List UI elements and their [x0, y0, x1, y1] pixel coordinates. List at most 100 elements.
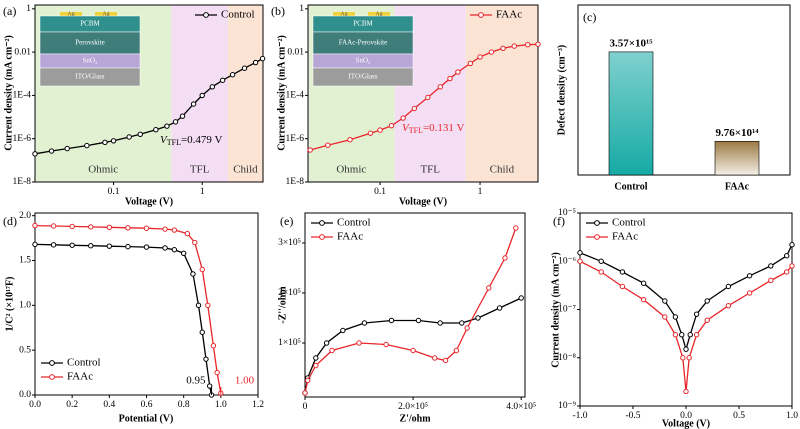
panel-label: (d)	[3, 214, 17, 228]
legend-label: FAAc	[496, 9, 522, 21]
marker	[190, 101, 197, 107]
marker	[672, 332, 679, 338]
inset-ag	[333, 12, 355, 16]
value-label: 3.57×10¹⁵	[609, 37, 653, 49]
panel-label: (f)	[553, 214, 565, 228]
x-tick-label: 1.0	[786, 411, 798, 421]
marker	[195, 302, 202, 309]
series-line	[304, 227, 517, 394]
marker	[259, 55, 266, 62]
marker	[388, 317, 395, 324]
marker	[725, 302, 732, 309]
inset-ag	[368, 12, 390, 16]
x-tick-label: 1	[478, 187, 483, 197]
marker	[32, 241, 38, 248]
y-tick-label: 3×10⁵	[278, 238, 301, 248]
series-line	[579, 260, 793, 392]
y-tick-label: 1	[299, 4, 304, 14]
marker	[704, 317, 710, 323]
marker	[693, 311, 700, 317]
marker	[475, 315, 481, 321]
inset-layer-label: Perovskite	[75, 39, 105, 47]
plot-frame	[304, 212, 526, 398]
region	[227, 5, 263, 182]
region-label: Child	[233, 164, 258, 176]
marker	[455, 69, 461, 75]
marker	[210, 342, 217, 349]
marker	[110, 138, 117, 144]
marker	[442, 357, 449, 364]
inset-layer	[312, 67, 414, 87]
region	[171, 5, 228, 182]
x-axis-title: Potential (V)	[119, 413, 174, 424]
series-line	[34, 243, 213, 396]
marker	[203, 356, 209, 362]
y-axis-title: Current density (mA cm⁻²)	[276, 35, 287, 151]
x-tick-label: FAAc	[725, 181, 750, 192]
x-tick-label: -0.5	[625, 411, 640, 421]
inset-layer-label: PCBM	[353, 20, 373, 28]
legend-marker	[49, 360, 55, 366]
panel-label: (b)	[271, 4, 285, 18]
vtfl-rest: =0.479 V	[181, 134, 223, 146]
marker	[88, 224, 94, 230]
legend-marker	[49, 374, 55, 380]
marker	[88, 243, 94, 249]
marker	[425, 94, 431, 101]
marker	[241, 65, 248, 71]
region-label: Ohmic	[336, 164, 366, 176]
legend-label: Control	[612, 217, 646, 229]
inset-layer	[39, 67, 141, 87]
marker	[323, 340, 330, 346]
series-line	[304, 297, 522, 394]
marker	[143, 225, 150, 231]
y-axis-title: Defect density (cm⁻³)	[556, 45, 567, 135]
marker	[662, 298, 668, 304]
marker	[229, 72, 236, 78]
marker	[50, 242, 57, 248]
y-tick-label: 1E-8	[13, 177, 32, 187]
marker	[219, 77, 226, 83]
marker	[432, 355, 438, 361]
y-tick-label: 1E-4	[13, 91, 32, 101]
x-tick-label: 1.0	[215, 400, 227, 410]
y-tick-label: 1E-8	[286, 177, 305, 187]
region	[465, 5, 538, 182]
x-tick-label: 2.0×10⁵	[398, 402, 428, 412]
marker	[619, 269, 626, 275]
region-label: TFL	[420, 164, 440, 176]
marker	[486, 285, 492, 291]
legend-marker	[319, 234, 325, 240]
marker	[496, 305, 503, 311]
inset-ag-label: Ag	[375, 11, 382, 17]
marker	[525, 41, 531, 48]
marker	[340, 327, 346, 334]
marker	[252, 59, 259, 66]
inset-ag-label: Ag	[340, 11, 347, 17]
inset-ag-label: Ag	[102, 11, 109, 17]
marker	[172, 119, 179, 125]
marker	[789, 263, 795, 269]
marker	[683, 346, 689, 352]
y-axis-title: -Z''/ohm	[277, 286, 288, 324]
marker	[680, 355, 686, 361]
marker	[467, 60, 474, 67]
marker	[411, 105, 418, 112]
marker	[209, 84, 216, 90]
marker	[577, 250, 583, 256]
marker	[137, 131, 143, 137]
marker	[69, 223, 75, 230]
y-tick-label: 1×10⁵	[278, 338, 301, 348]
marker	[725, 283, 732, 290]
marker	[437, 84, 443, 90]
vtfl-sub: TFL	[167, 138, 181, 147]
y-tick-label: 10⁻⁶	[558, 256, 576, 266]
y-axis-title: 1/C² (×10¹⁷F)	[4, 277, 15, 332]
x-tick-label: 0.4	[103, 400, 115, 410]
marker	[199, 92, 205, 99]
y-tick-label: 10⁻⁵	[558, 208, 576, 218]
legend-label: FAAc	[612, 231, 638, 243]
panel-label: (c)	[583, 10, 596, 24]
marker	[640, 296, 647, 303]
